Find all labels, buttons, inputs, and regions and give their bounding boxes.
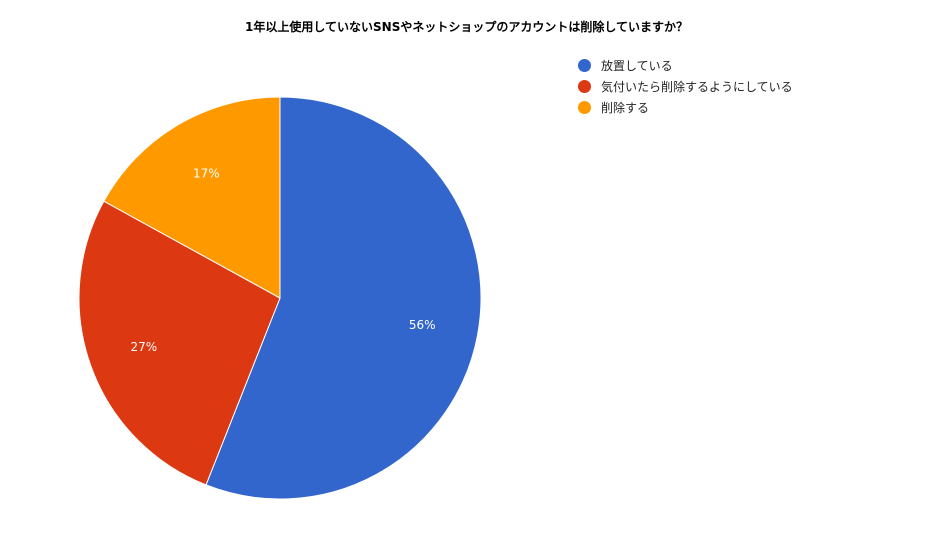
pie-slice-2 (78, 200, 281, 486)
legend-swatch-1 (578, 59, 591, 72)
pie-slice-3 (103, 96, 281, 299)
slice-label-1: 56% (409, 318, 436, 332)
legend: 放置している気付いたら削除するようにしている 削除する (578, 55, 793, 118)
legend-item-3: 削除する (578, 97, 793, 118)
legend-item-1: 放置している (578, 55, 793, 76)
legend-item-2: 気付いたら削除するようにしている (578, 76, 793, 97)
chart-title: 1年以上使用していないSNSやネットショップのアカウントは削除していますか？ (245, 20, 688, 34)
slice-label-3: 17% (193, 166, 220, 180)
legend-swatch-3 (578, 101, 591, 114)
slice-label-2: 27% (130, 340, 157, 354)
legend-label-3: 削除する (601, 101, 650, 115)
legend-swatch-2 (578, 80, 591, 93)
legend-label-2: 気付いたら削除するようにしている (601, 80, 793, 94)
legend-label-1: 放置している (601, 59, 673, 73)
pie-slice-1 (205, 96, 482, 500)
